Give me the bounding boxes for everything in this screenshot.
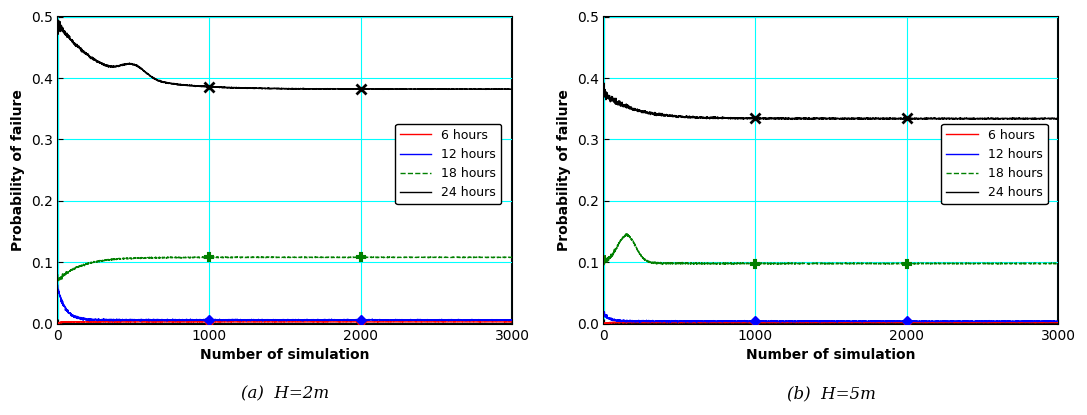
12 hours [995, 319, 1008, 324]
18 hours [598, 263, 611, 268]
12 hours [676, 319, 689, 324]
12 hours [791, 319, 804, 324]
12 hours [225, 317, 238, 322]
24 hours [995, 116, 1008, 121]
18 hours [995, 261, 1008, 266]
X-axis label: Number of simulation: Number of simulation [747, 348, 916, 362]
24 hours [1044, 116, 1057, 121]
Line: 24 hours: 24 hours [58, 20, 512, 90]
Line: 18 hours: 18 hours [604, 234, 1059, 265]
6 hours [1052, 320, 1065, 325]
Y-axis label: Probability of failure: Probability of failure [558, 89, 572, 251]
24 hours [225, 85, 238, 90]
6 hours [598, 321, 611, 326]
18 hours [51, 272, 64, 277]
18 hours [246, 255, 259, 260]
Line: 6 hours: 6 hours [604, 322, 1059, 324]
24 hours [103, 63, 116, 68]
6 hours [497, 320, 510, 325]
12 hours [772, 319, 785, 324]
24 hours [598, 81, 611, 85]
18 hours [772, 261, 785, 266]
Y-axis label: Probability of failure: Probability of failure [11, 89, 25, 251]
24 hours [448, 87, 461, 92]
Legend: 6 hours, 12 hours, 18 hours, 24 hours: 6 hours, 12 hours, 18 hours, 24 hours [396, 124, 501, 205]
6 hours [791, 320, 804, 325]
6 hours [103, 320, 116, 325]
24 hours [51, 17, 64, 22]
12 hours [598, 312, 611, 317]
12 hours [1044, 319, 1057, 324]
Line: 12 hours: 12 hours [604, 312, 1059, 322]
6 hours [448, 320, 461, 325]
Text: (b)  H=5m: (b) H=5m [787, 385, 875, 402]
X-axis label: Number of simulation: Number of simulation [200, 348, 370, 362]
12 hours [1052, 319, 1065, 324]
6 hours [649, 320, 662, 325]
6 hours [617, 320, 630, 325]
6 hours [51, 321, 64, 326]
12 hours [505, 317, 518, 322]
12 hours [497, 317, 510, 322]
6 hours [772, 320, 785, 325]
18 hours [676, 261, 689, 266]
18 hours [505, 255, 518, 260]
12 hours [51, 283, 64, 288]
12 hours [245, 317, 258, 322]
24 hours [598, 93, 611, 98]
6 hours [505, 320, 518, 325]
18 hours [161, 254, 174, 259]
12 hours [649, 319, 662, 324]
24 hours [505, 86, 518, 91]
18 hours [103, 257, 116, 262]
12 hours [664, 320, 677, 325]
12 hours [598, 309, 611, 314]
6 hours [226, 319, 239, 324]
18 hours [649, 261, 662, 266]
6 hours [676, 320, 689, 325]
Line: 6 hours: 6 hours [58, 322, 512, 324]
12 hours [103, 317, 116, 322]
18 hours [51, 279, 64, 284]
18 hours [497, 255, 510, 260]
6 hours [130, 320, 143, 325]
18 hours [1052, 261, 1065, 266]
24 hours [676, 115, 689, 120]
6 hours [1044, 320, 1057, 325]
24 hours [245, 85, 258, 90]
Line: 12 hours: 12 hours [58, 286, 512, 321]
18 hours [448, 255, 461, 260]
24 hours [772, 116, 785, 121]
12 hours [130, 317, 143, 322]
24 hours [479, 87, 492, 92]
6 hours [246, 319, 259, 324]
24 hours [130, 63, 143, 68]
6 hours [83, 319, 96, 324]
18 hours [791, 261, 804, 266]
Text: (a)  H=2m: (a) H=2m [240, 385, 329, 402]
Line: 24 hours: 24 hours [604, 83, 1059, 120]
12 hours [448, 317, 461, 322]
6 hours [995, 320, 1008, 325]
24 hours [791, 116, 804, 121]
24 hours [649, 112, 662, 117]
12 hours [257, 319, 270, 324]
18 hours [130, 256, 143, 261]
18 hours [226, 255, 239, 260]
Line: 18 hours: 18 hours [58, 257, 512, 281]
24 hours [497, 86, 510, 91]
Legend: 6 hours, 12 hours, 18 hours, 24 hours: 6 hours, 12 hours, 18 hours, 24 hours [941, 124, 1048, 205]
24 hours [1052, 116, 1065, 121]
18 hours [620, 232, 633, 237]
18 hours [1044, 261, 1057, 266]
24 hours [786, 117, 799, 122]
